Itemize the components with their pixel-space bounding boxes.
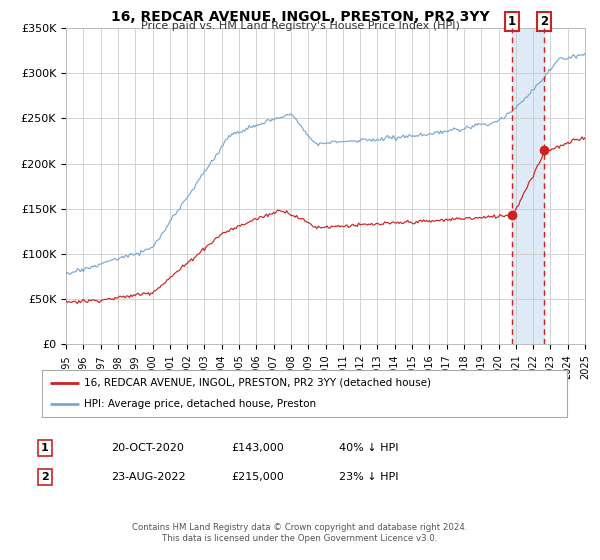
Text: £143,000: £143,000 [231, 443, 284, 453]
Text: This data is licensed under the Open Government Licence v3.0.: This data is licensed under the Open Gov… [163, 534, 437, 543]
Text: Price paid vs. HM Land Registry's House Price Index (HPI): Price paid vs. HM Land Registry's House … [140, 21, 460, 31]
Bar [512, 28, 544, 344]
Text: 23-AUG-2022: 23-AUG-2022 [111, 472, 185, 482]
Text: 2: 2 [540, 15, 548, 28]
Text: 2: 2 [41, 472, 49, 482]
Text: 1: 1 [41, 443, 49, 453]
Text: 20-OCT-2020: 20-OCT-2020 [111, 443, 184, 453]
Text: 23% ↓ HPI: 23% ↓ HPI [339, 472, 398, 482]
Text: £215,000: £215,000 [231, 472, 284, 482]
Text: Contains HM Land Registry data © Crown copyright and database right 2024.: Contains HM Land Registry data © Crown c… [132, 523, 468, 532]
Text: 1: 1 [508, 15, 516, 28]
Text: 16, REDCAR AVENUE, INGOL, PRESTON, PR2 3YY (detached house): 16, REDCAR AVENUE, INGOL, PRESTON, PR2 3… [84, 378, 431, 388]
Text: HPI: Average price, detached house, Preston: HPI: Average price, detached house, Pres… [84, 399, 316, 409]
Text: 40% ↓ HPI: 40% ↓ HPI [339, 443, 398, 453]
Text: 16, REDCAR AVENUE, INGOL, PRESTON, PR2 3YY: 16, REDCAR AVENUE, INGOL, PRESTON, PR2 3… [110, 10, 490, 24]
